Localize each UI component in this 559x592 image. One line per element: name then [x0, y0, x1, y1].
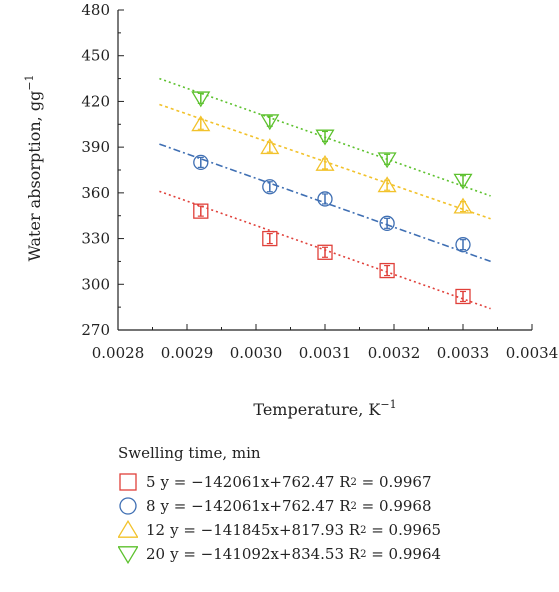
data-point-20 — [191, 91, 211, 108]
chart: 270 300 330 360 390 420 450 480 0.0028 0.0029 0.00… — [23, 1, 559, 419]
data-point-8 — [317, 191, 333, 207]
data-point-12 — [191, 115, 211, 132]
y-axis-title: Water absorption, gg−1 — [23, 74, 44, 261]
x-tick-label: 0.0030 — [230, 344, 283, 362]
legend-r2-value: = 0.9965 — [366, 521, 442, 539]
y-tick-label: 300 — [81, 275, 110, 293]
y-tick-label: 360 — [81, 184, 110, 202]
legend-equation: y = −142061x+762.47 R — [160, 473, 351, 491]
data-point-8 — [379, 215, 395, 231]
data-point-5 — [317, 244, 333, 260]
y-tick-label: 480 — [81, 1, 110, 19]
r2-superscript: 2 — [360, 524, 367, 536]
legend-marker — [119, 473, 137, 491]
data-point-12 — [453, 197, 473, 214]
legend-marker — [119, 497, 137, 515]
x-axis-title: Temperature, K−1 — [253, 398, 396, 419]
data-point-20 — [453, 173, 473, 190]
x-tick-label: 0.0028 — [92, 344, 145, 362]
legend-r2-value: = 0.9968 — [356, 497, 432, 515]
data-point-8 — [262, 179, 278, 195]
data-point-12 — [315, 154, 335, 171]
x-tick-label: 0.0032 — [368, 344, 421, 362]
data-point-5 — [193, 203, 209, 219]
data-point-5 — [262, 230, 278, 247]
legend-marker — [118, 546, 138, 564]
x-tick-label: 0.0034 — [506, 344, 559, 362]
data-point-5 — [455, 288, 471, 305]
data-point-20 — [260, 114, 280, 131]
legend-series-name: 20 — [146, 545, 166, 563]
legend-marker — [118, 520, 138, 538]
x-tick-label: 0.0029 — [161, 344, 214, 362]
legend-series-name: 5 — [146, 473, 156, 491]
triangle-up-marker-icon — [118, 520, 138, 538]
legend-r2-value: = 0.9967 — [356, 473, 432, 491]
y-tick-label: 330 — [81, 230, 110, 248]
y-tick-label: 450 — [81, 47, 110, 65]
triangle-down-marker-icon — [118, 546, 138, 564]
data-point-20 — [315, 129, 335, 146]
y-tick-label: 270 — [81, 321, 110, 339]
legend-equation: y = −142061x+762.47 R — [160, 497, 351, 515]
legend-series-name: 12 — [146, 521, 166, 539]
data-point-12 — [377, 176, 397, 193]
r2-superscript: 2 — [350, 476, 357, 488]
data-point-8 — [455, 237, 471, 253]
data-point-20 — [377, 152, 397, 169]
data-point-12 — [260, 138, 280, 155]
x-tick-label: 0.0033 — [437, 344, 490, 362]
legend-title: Swelling time, min — [118, 444, 261, 462]
legend-series-name: 8 — [146, 497, 156, 515]
y-tick-label: 420 — [81, 92, 110, 110]
square-marker-icon — [119, 473, 137, 491]
legend-r2-value: = 0.9964 — [366, 545, 442, 563]
data-point-8 — [193, 154, 209, 171]
y-tick-label: 390 — [81, 138, 110, 156]
x-tick-label: 0.0031 — [299, 344, 352, 362]
legend-equation: y = −141092x+834.53 R — [170, 545, 361, 563]
legend-equation: y = −141845x+817.93 R — [170, 521, 361, 539]
r2-superscript: 2 — [350, 500, 357, 512]
r2-superscript: 2 — [360, 548, 367, 560]
data-point-5 — [379, 262, 395, 279]
circle-marker-icon — [119, 497, 137, 515]
